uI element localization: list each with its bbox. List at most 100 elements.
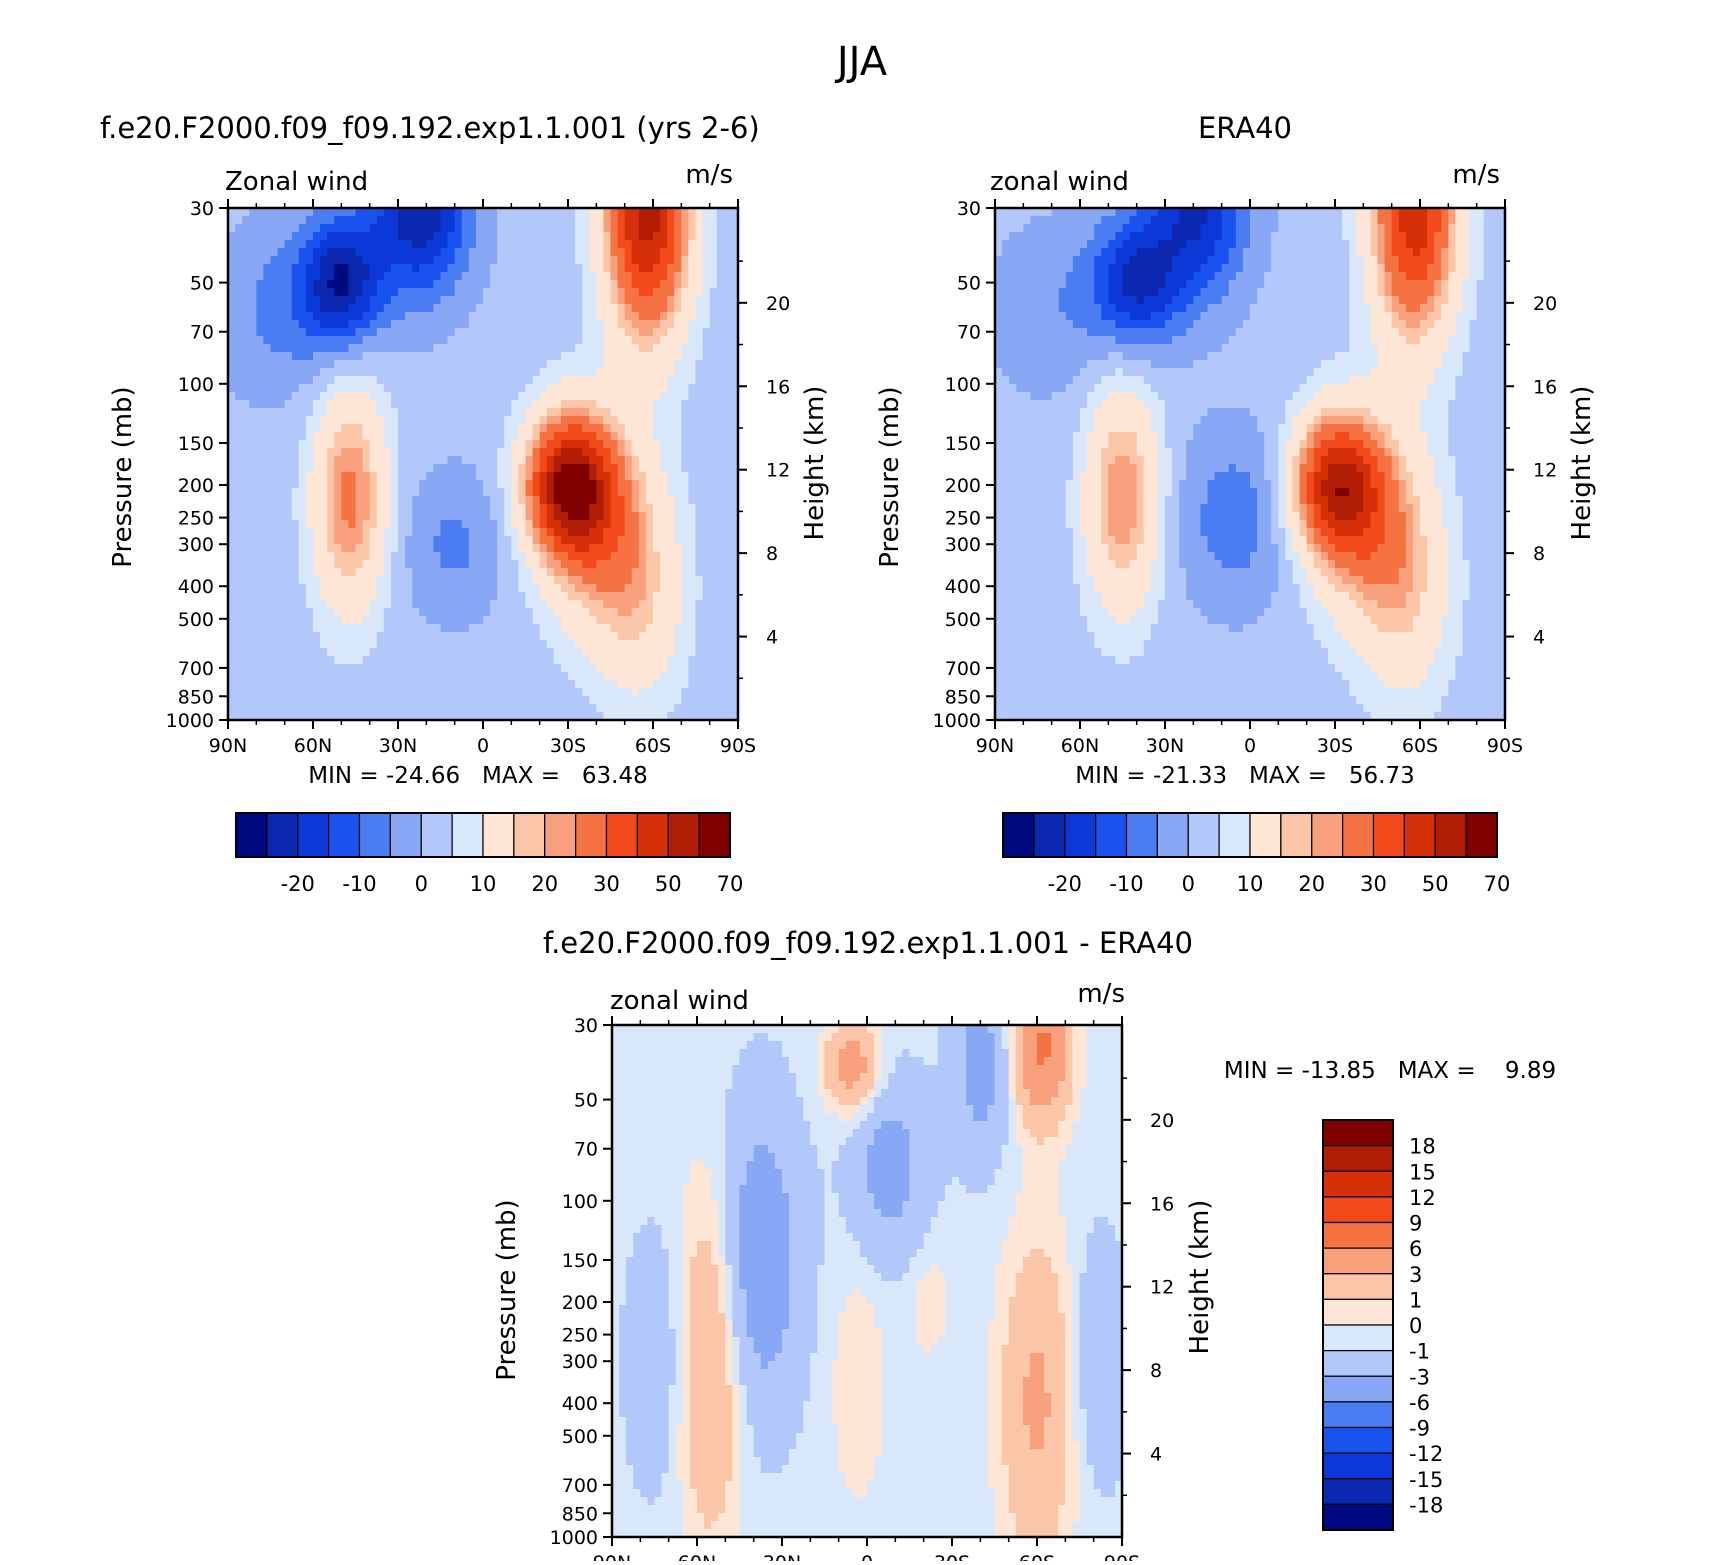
field-cell: [1264, 224, 1272, 233]
field-cell: [235, 672, 243, 681]
field-cell: [419, 248, 427, 257]
field-cell: [653, 584, 661, 593]
field-cell: [313, 256, 321, 265]
field-cell: [611, 472, 619, 481]
field-cell: [618, 648, 626, 657]
field-cell: [483, 336, 491, 345]
field-cell: [441, 424, 449, 433]
field-cell: [639, 536, 647, 545]
field-cell: [625, 648, 633, 657]
field-cell: [596, 480, 604, 489]
field-cell: [242, 568, 250, 577]
field-cell: [618, 400, 626, 409]
field-cell: [1378, 208, 1386, 217]
field-cell: [377, 344, 385, 353]
field-cell: [292, 440, 300, 449]
field-cell: [533, 608, 541, 617]
field-cell: [1271, 208, 1279, 217]
field-cell: [554, 584, 562, 593]
field-cell: [646, 240, 654, 249]
field-cell: [327, 704, 335, 713]
field-cell: [589, 672, 597, 681]
field-cell: [363, 208, 371, 217]
field-cell: [703, 336, 711, 345]
field-cell: [582, 416, 590, 425]
field-cell: [490, 600, 498, 609]
field-cell: [632, 616, 640, 625]
field-cell: [596, 272, 604, 281]
field-cell: [639, 488, 647, 497]
field-cell: [596, 288, 604, 297]
field-cell: [441, 496, 449, 505]
field-cell: [703, 256, 711, 265]
field-cell: [292, 408, 300, 417]
field-cell: [278, 480, 286, 489]
field-cell: [356, 224, 364, 233]
field-cell: [235, 640, 243, 649]
field-cell: [497, 536, 505, 545]
field-cell: [646, 696, 654, 705]
field-cell: [398, 296, 406, 305]
field-cell: [271, 544, 279, 553]
field-cell: [313, 368, 321, 377]
field-cell: [625, 608, 633, 617]
field-cell: [724, 392, 732, 401]
field-cell: [568, 328, 576, 337]
field-cell: [646, 208, 654, 217]
field-cell: [511, 240, 519, 249]
field-cell: [313, 216, 321, 225]
field-cell: [717, 344, 725, 353]
field-cell: [540, 544, 548, 553]
field-cell: [497, 504, 505, 513]
field-cell: [433, 240, 441, 249]
field-cell: [292, 320, 300, 329]
field-cell: [398, 472, 406, 481]
field-cell: [639, 280, 647, 289]
field-cell: [483, 568, 491, 577]
field-cell: [717, 288, 725, 297]
field-cell: [596, 368, 604, 377]
field-cell: [292, 608, 300, 617]
field-cell: [370, 520, 378, 529]
field-cell: [256, 552, 264, 561]
field-cell: [554, 376, 562, 385]
field-cell: [320, 280, 328, 289]
field-cell: [547, 480, 555, 489]
field-cell: [334, 272, 342, 281]
field-cell: [433, 472, 441, 481]
field-cell: [377, 368, 385, 377]
field-cell: [278, 616, 286, 625]
field-cell: [263, 400, 271, 409]
field-cell: [398, 336, 406, 345]
field-cell: [327, 224, 335, 233]
field-cell: [618, 384, 626, 393]
field-cell: [1080, 224, 1088, 233]
field-cell: [341, 384, 349, 393]
field-cell: [348, 616, 356, 625]
field-cell: [285, 208, 293, 217]
field-cell: [575, 552, 583, 561]
field-cell: [242, 264, 250, 273]
field-cell: [476, 560, 484, 569]
field-cell: [398, 448, 406, 457]
field-cell: [688, 464, 696, 473]
field-cell: [618, 368, 626, 377]
field-cell: [603, 512, 611, 521]
field-cell: [320, 600, 328, 609]
field-cell: [533, 464, 541, 473]
field-cell: [419, 504, 427, 513]
field-cell: [405, 504, 413, 513]
field-cell: [660, 568, 668, 577]
field-cell: [426, 584, 434, 593]
field-cell: [476, 344, 484, 353]
field-cell: [575, 512, 583, 521]
field-cell: [469, 312, 477, 321]
field-cell: [696, 296, 704, 305]
field-cell: [504, 472, 512, 481]
field-cell: [263, 544, 271, 553]
field-cell: [724, 704, 732, 713]
field-cell: [596, 432, 604, 441]
field-cell: [292, 272, 300, 281]
field-cell: [341, 408, 349, 417]
field-cell: [533, 272, 541, 281]
